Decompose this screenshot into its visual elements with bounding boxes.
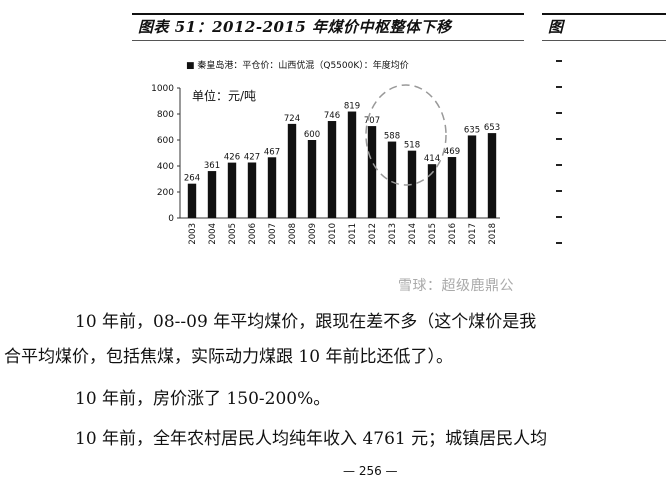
y-tick-label: 800 (157, 110, 174, 120)
y-tick-label: 400 (157, 162, 174, 172)
bar (267, 157, 277, 218)
bar-value-label: 469 (444, 147, 460, 157)
bar-value-label: 600 (304, 130, 320, 140)
paragraph-3: 10 年前，房价涨了 150-200%。 (75, 389, 331, 409)
right-figure-title: 图 (548, 18, 564, 36)
x-tick-label: 2003 (188, 223, 198, 245)
page-number: — 256 — (343, 464, 398, 478)
x-tick-label: 2015 (428, 223, 438, 245)
bar-value-label: 467 (264, 147, 280, 157)
chart-unit-label: 单位：元/吨 (192, 88, 256, 103)
bar-value-label: 746 (324, 111, 340, 121)
x-tick-label: 2016 (448, 223, 458, 245)
bar-value-label: 518 (404, 141, 420, 151)
x-tick-label: 2018 (488, 223, 498, 245)
paragraph-1: 10 年前，08--09 年平均煤价，跟现在差不多（这个煤价是我 (75, 312, 537, 332)
bar-value-label: 724 (284, 114, 300, 124)
bar (387, 141, 397, 218)
bar-value-label: 707 (364, 116, 380, 126)
paragraph-4: 10 年前，全年农村居民人均纯年收入 4761 元；城镇居民人均 (75, 429, 548, 449)
bar (327, 121, 337, 218)
paragraph-2: 合平均煤价，包括焦煤，实际动力煤跟 10 年前比还低了）。 (4, 347, 453, 367)
dashed-circle-annotation (365, 84, 447, 186)
x-tick-label: 2008 (288, 223, 298, 245)
x-tick-label: 2014 (408, 223, 418, 245)
y-tick-label: 0 (168, 214, 174, 224)
bar (207, 171, 217, 218)
bar-value-label: 264 (184, 174, 200, 184)
x-tick-label: 2005 (228, 223, 238, 245)
figure-title-rule-bottom (132, 40, 524, 41)
x-tick-label: 2006 (248, 223, 258, 245)
x-tick-label: 2007 (268, 223, 278, 245)
figure-title: 图表 51：2012-2015 年煤价中枢整体下移 (138, 18, 452, 36)
bar-value-label: 414 (424, 154, 440, 164)
bar (227, 162, 237, 218)
figure-title-row: 图表 51：2012-2015 年煤价中枢整体下移 (138, 12, 523, 40)
bar-value-label: 653 (484, 123, 500, 133)
x-tick-label: 2013 (388, 223, 398, 245)
x-tick-label: 2010 (328, 223, 338, 245)
y-tick-label: 600 (157, 136, 174, 146)
figure-title-rule-top (132, 13, 524, 15)
bar (247, 162, 257, 218)
bar (367, 126, 377, 218)
bar (287, 123, 297, 218)
chart-legend: ■ 秦皇岛港：平仓价：山西优混（Q5500K）：年度均价 (186, 59, 409, 71)
bar-value-label: 635 (464, 125, 480, 135)
bar-value-label: 427 (244, 152, 260, 162)
x-tick-label: 2009 (308, 223, 318, 245)
bar-value-label: 588 (384, 132, 400, 142)
y-tick-label: 1000 (151, 84, 174, 94)
x-tick-label: 2012 (368, 223, 378, 245)
bar (407, 150, 417, 218)
bar-value-label: 819 (344, 102, 360, 112)
bar-value-label: 426 (224, 153, 240, 163)
bar (487, 133, 497, 218)
right-figure-rule-top (542, 13, 666, 15)
bar (467, 135, 477, 218)
x-tick-label: 2011 (348, 223, 358, 245)
x-tick-label: 2017 (468, 223, 478, 245)
bar (307, 140, 317, 218)
right-figure-rule-bottom (542, 40, 666, 41)
watermark: 雪球：超级鹿鼎公 (398, 278, 514, 294)
y-tick-label: 200 (157, 188, 174, 198)
bar-value-label: 361 (204, 161, 220, 171)
bar (447, 157, 457, 218)
bar (347, 111, 357, 218)
bar (427, 164, 437, 218)
x-tick-label: 2004 (208, 223, 218, 245)
bar (187, 183, 197, 218)
